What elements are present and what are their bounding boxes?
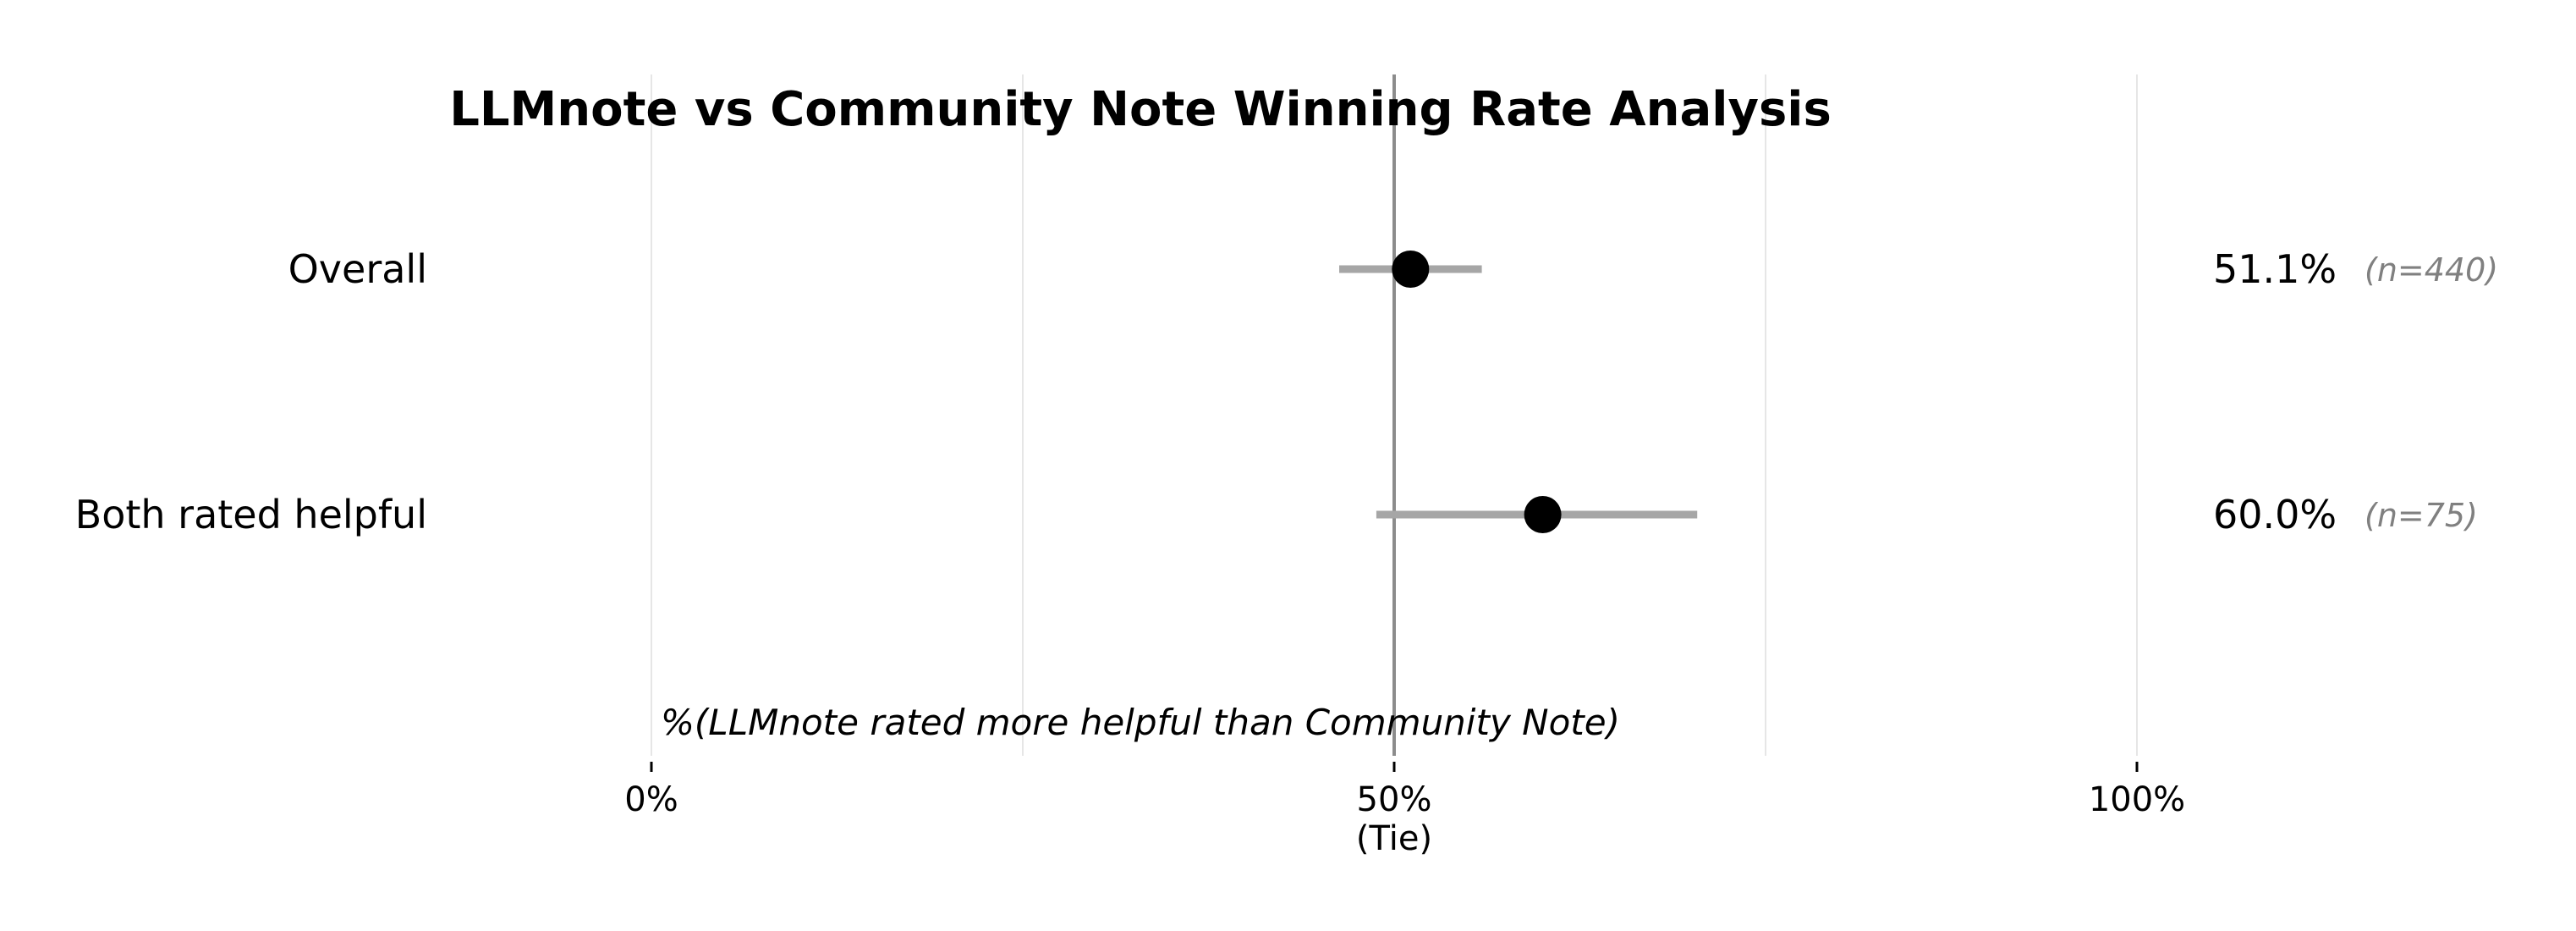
x-axis-ticks: 0% 50%(Tie) 100% [624, 762, 2185, 858]
x-tick-label: 0% [624, 780, 678, 819]
sample-size-label: (n=440) [2365, 251, 2498, 289]
marker-layer [1392, 251, 1562, 533]
grid-layer [651, 74, 2138, 756]
category-label: Overall [288, 246, 427, 292]
value-label: 60.0% [2213, 492, 2337, 537]
sample-size-label: (n=75) [2365, 497, 2478, 534]
value-label: 51.1% [2213, 246, 2337, 292]
x-tick-label: 100% [2089, 780, 2185, 819]
x-axis-label: %(LLMnote rated more helpful than Commun… [661, 702, 1620, 743]
data-point [1392, 251, 1430, 288]
data-point [1524, 496, 1562, 533]
chart-title: LLMnote vs Community Note Winning Rate A… [449, 82, 1832, 137]
category-labels: Overall Both rated helpful [75, 246, 427, 537]
x-tick-label: 50% [1357, 780, 1432, 819]
value-labels: 51.1% (n=440) 60.0% (n=75) [2213, 246, 2498, 537]
x-tick-sublabel: (Tie) [1356, 819, 1432, 858]
category-label: Both rated helpful [75, 492, 427, 537]
